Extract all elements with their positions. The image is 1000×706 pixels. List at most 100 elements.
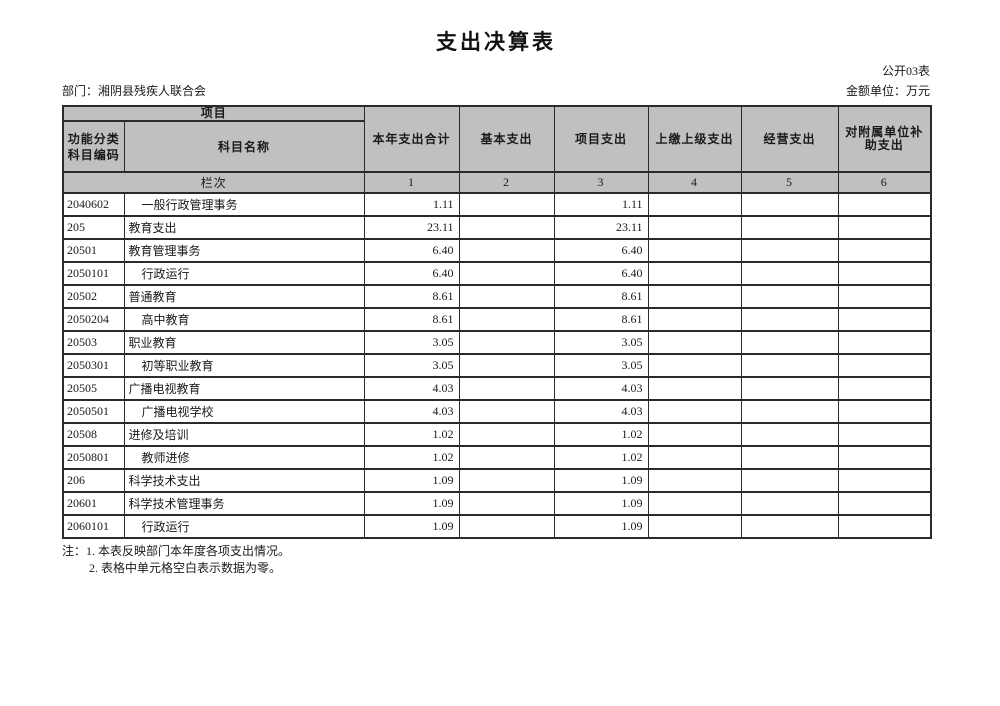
row-operating-expenditure <box>740 261 839 286</box>
row-basic-expenditure <box>458 238 555 263</box>
row-subject-name: 行政运行 <box>123 261 365 286</box>
department-label: 部门：湘阴县残疾人联合会 <box>62 84 207 98</box>
row-project-expenditure: 1.09 <box>553 514 649 539</box>
row-total-expenditure: 8.61 <box>363 284 460 309</box>
row-subject-name: 一般行政管理事务 <box>123 192 365 217</box>
row-total-expenditure: 4.03 <box>363 399 460 424</box>
table-row: 20502 普通教育 8.61 8.61 <box>62 284 932 309</box>
row-code: 2050801 <box>62 445 125 470</box>
row-subject-name: 初等职业教育 <box>123 353 365 378</box>
row-upper-payment <box>647 422 742 447</box>
row-subsidy-expenditure <box>837 514 932 539</box>
row-operating-expenditure <box>740 445 839 470</box>
table-row: 2060101 行政运行 1.09 1.09 <box>62 514 932 539</box>
row-basic-expenditure <box>458 192 555 217</box>
row-basic-expenditure <box>458 376 555 401</box>
notes: 注：1. 本表反映部门本年度各项支出情况。 2. 表格中单元格空白表示数据为零。 <box>62 543 930 577</box>
row-operating-expenditure <box>740 330 839 355</box>
lanci-number-3: 3 <box>553 171 649 194</box>
lanci-label: 栏次 <box>62 171 365 194</box>
row-operating-expenditure <box>740 514 839 539</box>
row-operating-expenditure <box>740 353 839 378</box>
table-row: 20508 进修及培训 1.02 1.02 <box>62 422 932 447</box>
row-subject-name: 行政运行 <box>123 514 365 539</box>
row-upper-payment <box>647 261 742 286</box>
row-basic-expenditure <box>458 491 555 516</box>
header-basic-column: 基本支出 <box>458 105 555 173</box>
row-code: 2050101 <box>62 261 125 286</box>
table-body: 2040602 一般行政管理事务 1.11 1.11 205 教育支出 23.1… <box>62 192 932 539</box>
row-total-expenditure: 1.09 <box>363 514 460 539</box>
row-code: 20501 <box>62 238 125 263</box>
header-subsidy-column: 对附属单位补 助支出 <box>837 105 932 173</box>
row-project-expenditure: 3.05 <box>553 353 649 378</box>
row-project-expenditure: 8.61 <box>553 307 649 332</box>
row-code: 20505 <box>62 376 125 401</box>
row-operating-expenditure <box>740 307 839 332</box>
row-operating-expenditure <box>740 284 839 309</box>
lanci-number-6: 6 <box>837 171 932 194</box>
lanci-number-4: 4 <box>647 171 742 194</box>
row-operating-expenditure <box>740 468 839 493</box>
lanci-number-1: 1 <box>363 171 460 194</box>
row-subject-name: 进修及培训 <box>123 422 365 447</box>
table-row: 2050801 教师进修 1.02 1.02 <box>62 445 932 470</box>
row-total-expenditure: 4.03 <box>363 376 460 401</box>
header-project-column: 项目支出 <box>553 105 649 173</box>
header-upper-payment-column: 上缴上级支出 <box>647 105 742 173</box>
row-subsidy-expenditure <box>837 238 932 263</box>
row-total-expenditure: 1.09 <box>363 468 460 493</box>
row-project-expenditure: 1.09 <box>553 468 649 493</box>
row-subsidy-expenditure <box>837 330 932 355</box>
row-upper-payment <box>647 491 742 516</box>
meta-row: 部门：湘阴县残疾人联合会 金额单位：万元 <box>62 84 930 98</box>
row-basic-expenditure <box>458 422 555 447</box>
row-project-expenditure: 3.05 <box>553 330 649 355</box>
row-subsidy-expenditure <box>837 307 932 332</box>
table-row: 2050204 高中教育 8.61 8.61 <box>62 307 932 332</box>
note-line-2: 2. 表格中单元格空白表示数据为零。 <box>89 561 282 575</box>
header-row-columns: 功能分类 科目编码 科目名称 <box>62 120 931 173</box>
row-project-expenditure: 6.40 <box>553 261 649 286</box>
row-code: 2040602 <box>62 192 125 217</box>
row-total-expenditure: 3.05 <box>363 330 460 355</box>
row-subsidy-expenditure <box>837 468 932 493</box>
row-upper-payment <box>647 238 742 263</box>
row-code: 20601 <box>62 491 125 516</box>
row-project-expenditure: 1.11 <box>553 192 649 217</box>
row-project-expenditure: 4.03 <box>553 376 649 401</box>
row-code: 20503 <box>62 330 125 355</box>
row-basic-expenditure <box>458 399 555 424</box>
row-operating-expenditure <box>740 399 839 424</box>
row-operating-expenditure <box>740 422 839 447</box>
row-operating-expenditure <box>740 491 839 516</box>
row-code: 20508 <box>62 422 125 447</box>
row-upper-payment <box>647 353 742 378</box>
row-project-expenditure: 1.02 <box>553 422 649 447</box>
row-code: 205 <box>62 215 125 240</box>
row-subsidy-expenditure <box>837 399 932 424</box>
row-subsidy-expenditure <box>837 445 932 470</box>
row-subject-name: 高中教育 <box>123 307 365 332</box>
row-basic-expenditure <box>458 445 555 470</box>
row-basic-expenditure <box>458 330 555 355</box>
row-basic-expenditure <box>458 284 555 309</box>
row-subsidy-expenditure <box>837 215 932 240</box>
row-code: 20502 <box>62 284 125 309</box>
row-code: 2050204 <box>62 307 125 332</box>
row-project-expenditure: 8.61 <box>553 284 649 309</box>
table-row: 2040602 一般行政管理事务 1.11 1.11 <box>62 192 932 217</box>
lanci-number-2: 2 <box>458 171 555 194</box>
page-title: 支出决算表 <box>436 30 556 54</box>
note-line-1: 注：1. 本表反映部门本年度各项支出情况。 <box>62 544 291 558</box>
row-upper-payment <box>647 468 742 493</box>
table-row: 20501 教育管理事务 6.40 6.40 <box>62 238 932 263</box>
row-upper-payment <box>647 307 742 332</box>
expenditure-table: 项目 本年支出合计 基本支出 项目支出 上缴上级支出 经营支出 对附属单位补 助… <box>62 105 933 539</box>
row-total-expenditure: 1.09 <box>363 491 460 516</box>
row-total-expenditure: 23.11 <box>363 215 460 240</box>
row-operating-expenditure <box>740 238 839 263</box>
row-project-expenditure: 1.02 <box>553 445 649 470</box>
row-subsidy-expenditure <box>837 491 932 516</box>
